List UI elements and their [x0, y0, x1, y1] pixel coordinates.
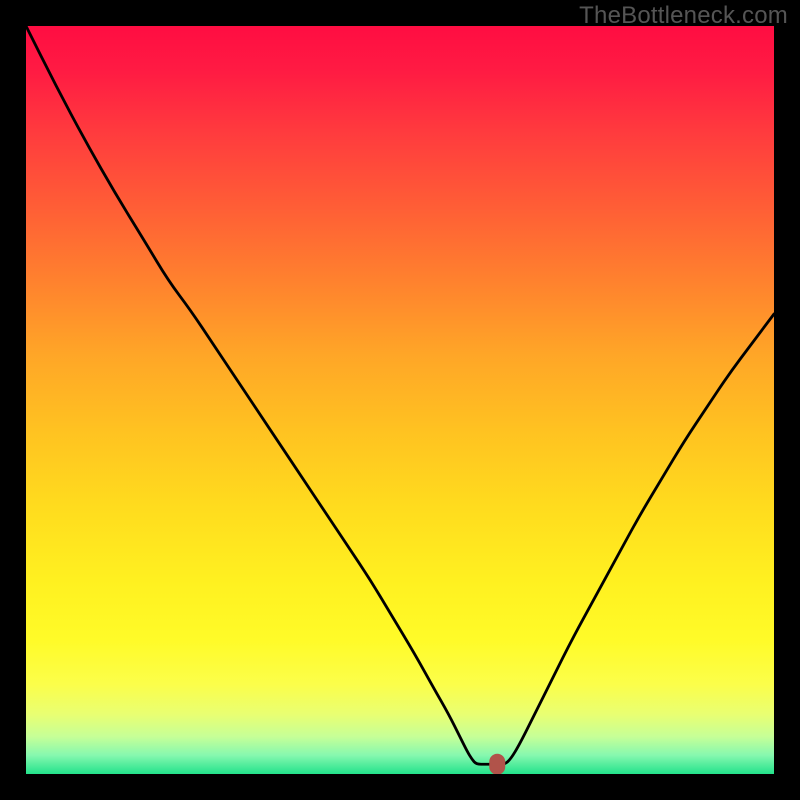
- gradient-background: [26, 26, 774, 774]
- plot-area: [26, 26, 774, 774]
- chart-root: TheBottleneck.com: [0, 0, 800, 800]
- optimal-point-marker: [489, 754, 505, 774]
- bottleneck-chart-svg: [26, 26, 774, 774]
